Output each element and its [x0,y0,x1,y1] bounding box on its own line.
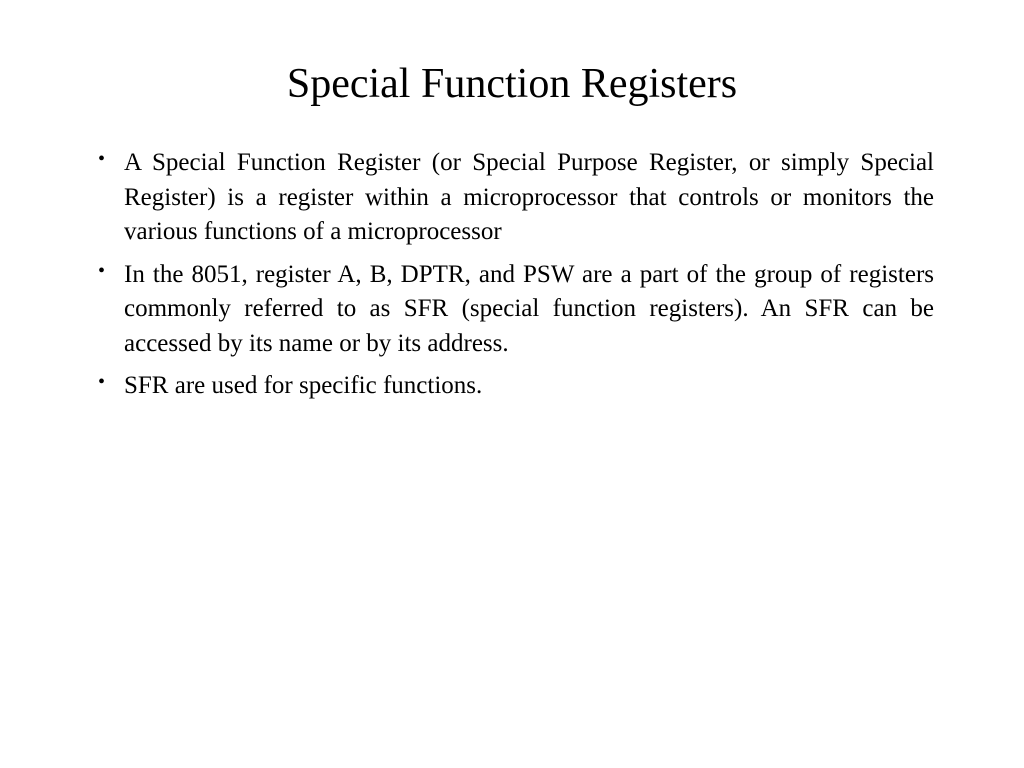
slide-container: Special Function Registers A Special Fun… [0,0,1024,768]
slide-title: Special Function Registers [90,60,934,108]
bullet-list: A Special Function Register (or Special … [90,146,934,404]
bullet-item: SFR are used for specific functions. [90,369,934,404]
bullet-item: In the 8051, register A, B, DPTR, and PS… [90,258,934,362]
bullet-item: A Special Function Register (or Special … [90,146,934,250]
